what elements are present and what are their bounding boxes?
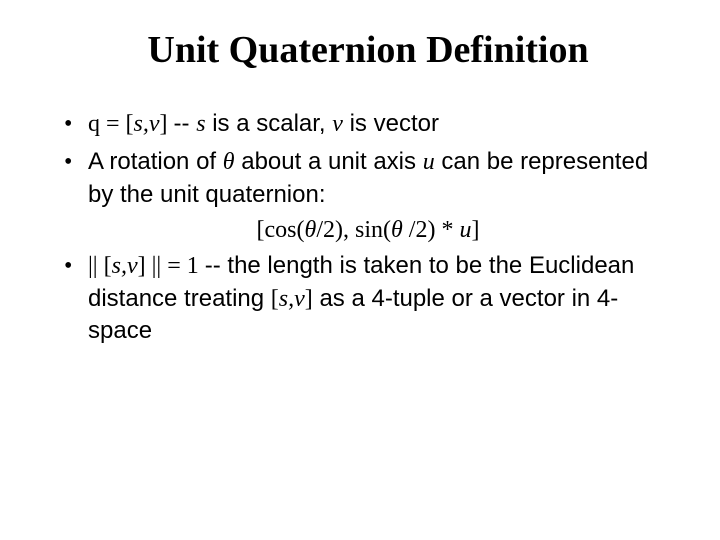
b3-sv2: s,v [279,286,305,312]
b1-dash: -- [174,110,197,137]
b1-s: s [196,111,205,137]
b1-rbracket: ] [160,111,174,137]
b2-p1: A rotation of [88,148,223,175]
b1-sv: s,v [134,111,160,137]
b3-lb2: [ [271,286,279,312]
f-mid2: /2) * [403,217,460,243]
b1-q-eq: q = [88,111,126,137]
b1-vector: is vector [343,110,439,137]
f-lb: [cos( [257,217,305,243]
bullet-1: q = [s,v] -- s is a scalar, v is vector [64,108,672,140]
b2-theta: θ [223,149,235,175]
quaternion-formula: [cos(θ/2), sin(θ /2) * u] [64,217,672,244]
b2-p3: about a unit axis [235,148,423,175]
b2-u: u [423,149,435,175]
slide-title: Unit Quaternion Definition [64,28,672,72]
b3-norm1: || [ [88,253,112,279]
f-u: u [459,217,471,243]
bullet-2: A rotation of θ about a unit axis u can … [64,146,672,211]
bullet-list-2: || [s,v] || = 1 -- the length is taken t… [64,250,672,347]
b3-rb2: ] [305,286,313,312]
b1-lbracket: [ [126,111,134,137]
b3-norm2: ] || = 1 [138,253,205,279]
f-rb: ] [471,217,479,243]
b1-scalar: is a scalar, [206,110,333,137]
bullet-3: || [s,v] || = 1 -- the length is taken t… [64,250,672,347]
f-mid1: /2), sin( [316,217,391,243]
bullet-list: q = [s,v] -- s is a scalar, v is vector … [64,108,672,211]
b3-sv1: s,v [112,253,138,279]
b1-v: v [332,111,343,137]
f-th1: θ [305,217,317,243]
f-th2: θ [391,217,403,243]
